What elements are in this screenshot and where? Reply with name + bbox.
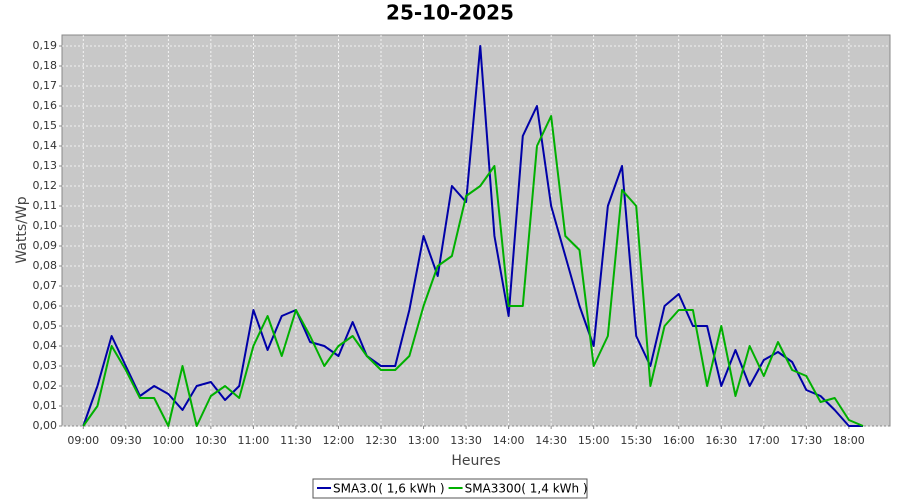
y-tick-label: 0,04 — [33, 339, 58, 352]
y-axis-label: Watts/Wp — [14, 196, 30, 263]
y-tick-label: 0,08 — [33, 259, 58, 272]
y-tick-label: 0,02 — [33, 379, 58, 392]
x-tick-label: 11:00 — [238, 434, 270, 447]
x-tick-label: 17:30 — [790, 434, 822, 447]
y-tick-label: 0,05 — [33, 319, 58, 332]
y-tick-label: 0,01 — [33, 399, 58, 412]
series-line — [82, 45, 864, 427]
x-tick-label: 15:30 — [620, 434, 652, 447]
x-tick-label: 13:00 — [408, 434, 440, 447]
x-tick-label: 11:30 — [280, 434, 312, 447]
series-line — [82, 115, 864, 427]
chart-title: 25-10-2025 — [386, 1, 514, 25]
x-tick-label: 12:30 — [365, 434, 397, 447]
y-tick-label: 0,17 — [33, 79, 58, 92]
x-tick-label: 14:30 — [535, 434, 567, 447]
y-tick-label: 0,14 — [33, 139, 58, 152]
x-tick-label: 15:00 — [578, 434, 610, 447]
x-tick-label: 10:00 — [152, 434, 184, 447]
y-tick-label: 0,13 — [33, 159, 58, 172]
x-tick-label: 14:00 — [493, 434, 525, 447]
y-tick-label: 0,12 — [33, 179, 58, 192]
y-tick-label: 0,18 — [33, 59, 58, 72]
x-tick-label: 09:00 — [67, 434, 99, 447]
legend-label: SMA3300( 1,4 kWh ) — [465, 482, 588, 496]
y-tick-label: 0,09 — [33, 239, 58, 252]
x-tick-label: 10:30 — [195, 434, 227, 447]
y-tick-label: 0,11 — [33, 199, 58, 212]
y-tick-label: 0,03 — [33, 359, 58, 372]
x-tick-label: 18:00 — [833, 434, 865, 447]
y-tick-label: 0,10 — [33, 219, 58, 232]
x-axis-label: Heures — [451, 453, 500, 469]
legend-label: SMA3.0( 1,6 kWh ) — [333, 482, 445, 496]
y-tick-label: 0,06 — [33, 299, 58, 312]
x-tick-label: 09:30 — [110, 434, 142, 447]
y-tick-label: 0,19 — [33, 39, 58, 52]
x-tick-label: 17:00 — [748, 434, 780, 447]
y-tick-label: 0,15 — [33, 119, 58, 132]
x-tick-label: 16:30 — [705, 434, 737, 447]
y-tick-label: 0,16 — [33, 99, 58, 112]
x-tick-label: 13:30 — [450, 434, 482, 447]
y-tick-label: 0,00 — [33, 419, 58, 432]
y-tick-label: 0,07 — [33, 279, 58, 292]
x-tick-label: 12:00 — [323, 434, 355, 447]
x-tick-label: 16:00 — [663, 434, 695, 447]
